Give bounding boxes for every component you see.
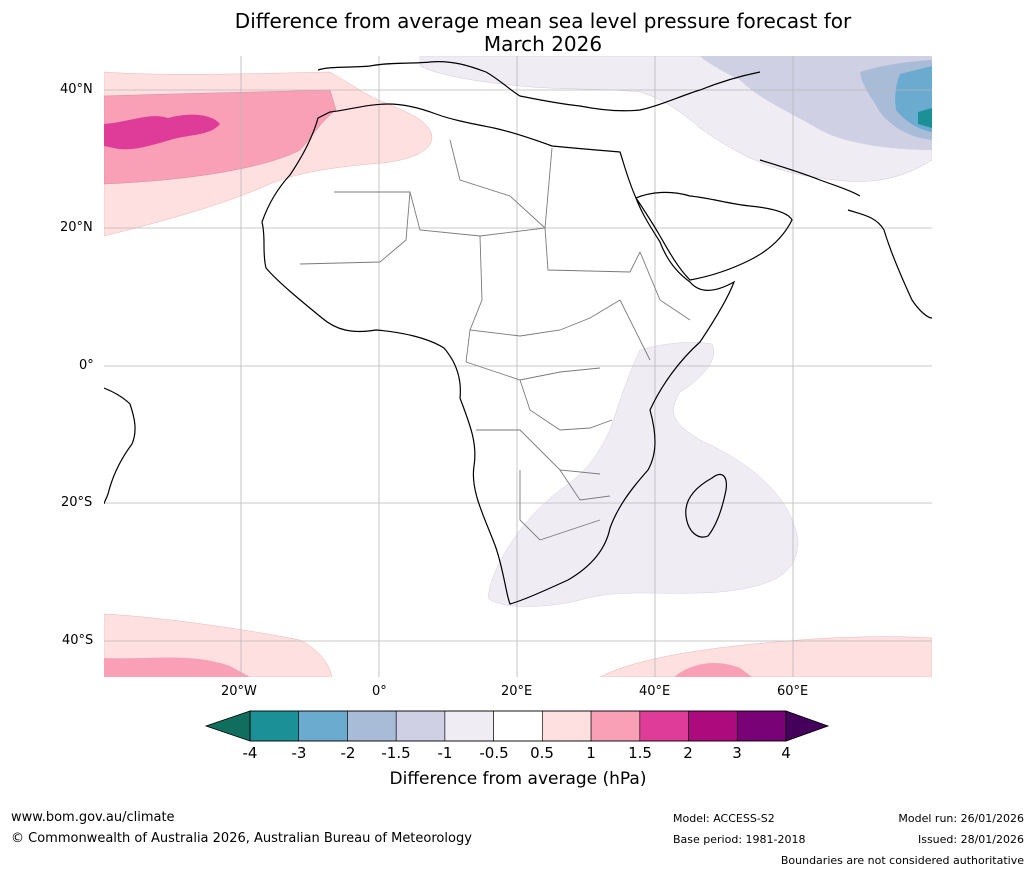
coastline-africa [261,103,736,605]
footer-model-run: Model run: 26/01/2026 [898,812,1024,825]
colorbar-segment [298,710,348,742]
anomaly-region-n-atlantic-1 [104,89,337,185]
colorbar-segment [444,710,494,742]
lon-label-20e: 20°E [501,684,533,699]
anomaly-region-eurasia-neg-3 [918,108,932,128]
graticule [104,56,932,677]
lon-label-40e: 40°E [639,684,671,699]
colorbar [204,710,830,742]
colorbar-tick: 0.5 [530,744,554,762]
anomaly-region-s-africa-neg-0.5 [487,342,799,607]
footer-disclaimer: Boundaries are not considered authoritat… [780,854,1024,867]
lon-label-0: 0° [372,684,387,699]
footer-copyright: © Commonwealth of Australia 2026, Austra… [11,831,472,846]
lon-label-60e: 60°E [777,684,809,699]
map-area [104,56,932,677]
anomaly-region-s-atlantic-1 [104,657,250,677]
coastline-madagascar [685,473,727,538]
coastline-europe [317,61,761,112]
colorbar-segment [395,710,446,742]
colorbar-tick: 1.5 [628,744,652,762]
lat-label-20s: 20°S [61,495,93,510]
coastline-south-america [104,387,136,505]
colorbar-segment [347,710,397,742]
footer-model: Model: ACCESS-S2 [673,812,775,825]
coastline-arabia [635,191,793,281]
colorbar-over-arrow [785,710,830,742]
anomaly-region-s-indian-1 [674,662,752,677]
colorbar-segment [736,710,787,742]
colorbar-segment [639,710,689,742]
lat-label-0: 0° [79,358,94,373]
colorbar-tick: -2 [340,744,356,762]
colorbar-tick: 2 [683,744,693,762]
footer-url[interactable]: www.bom.gov.au/climate [11,810,175,825]
coastline-gulf [759,159,861,197]
coastlines [104,61,932,605]
title-line-1: Difference from average mean sea level p… [234,9,852,33]
footer-base-period: Base period: 1981-2018 [673,833,806,846]
colorbar-segment [249,710,300,742]
colorbar-tick: -1.5 [381,744,411,762]
colorbar-frame [249,710,787,742]
country-borders [299,139,691,541]
colorbar-segment [688,710,738,742]
colorbar-tick: 1 [586,744,596,762]
colorbar-segment [590,710,641,742]
coastline-india [847,209,932,319]
anomaly-region-s-indian-0.5 [599,636,932,677]
colorbar-tick: -4 [242,744,258,762]
map-title: Difference from average mean sea level p… [150,10,936,56]
colorbar-under-arrow [204,710,251,742]
colorbar-segment [493,710,543,742]
anomaly-region-n-atlantic-1.5 [104,114,220,150]
colorbar-tick: 4 [781,744,791,762]
lat-label-20n: 20°N [60,220,93,235]
colorbar-title: Difference from average (hPa) [389,769,647,789]
footer-issued: Issued: 28/01/2026 [917,833,1024,846]
title-line-2: March 2026 [483,32,603,56]
colorbar-tick: -0.5 [479,744,509,762]
colorbar-segment [542,710,592,742]
lat-label-40n: 40°N [60,82,93,97]
lat-label-40s: 40°S [62,633,94,648]
colorbar-tick: -1 [437,744,453,762]
colorbar-tick: -3 [291,744,307,762]
colorbar-tick: 3 [732,744,742,762]
lon-label-20w: 20°W [221,684,257,699]
